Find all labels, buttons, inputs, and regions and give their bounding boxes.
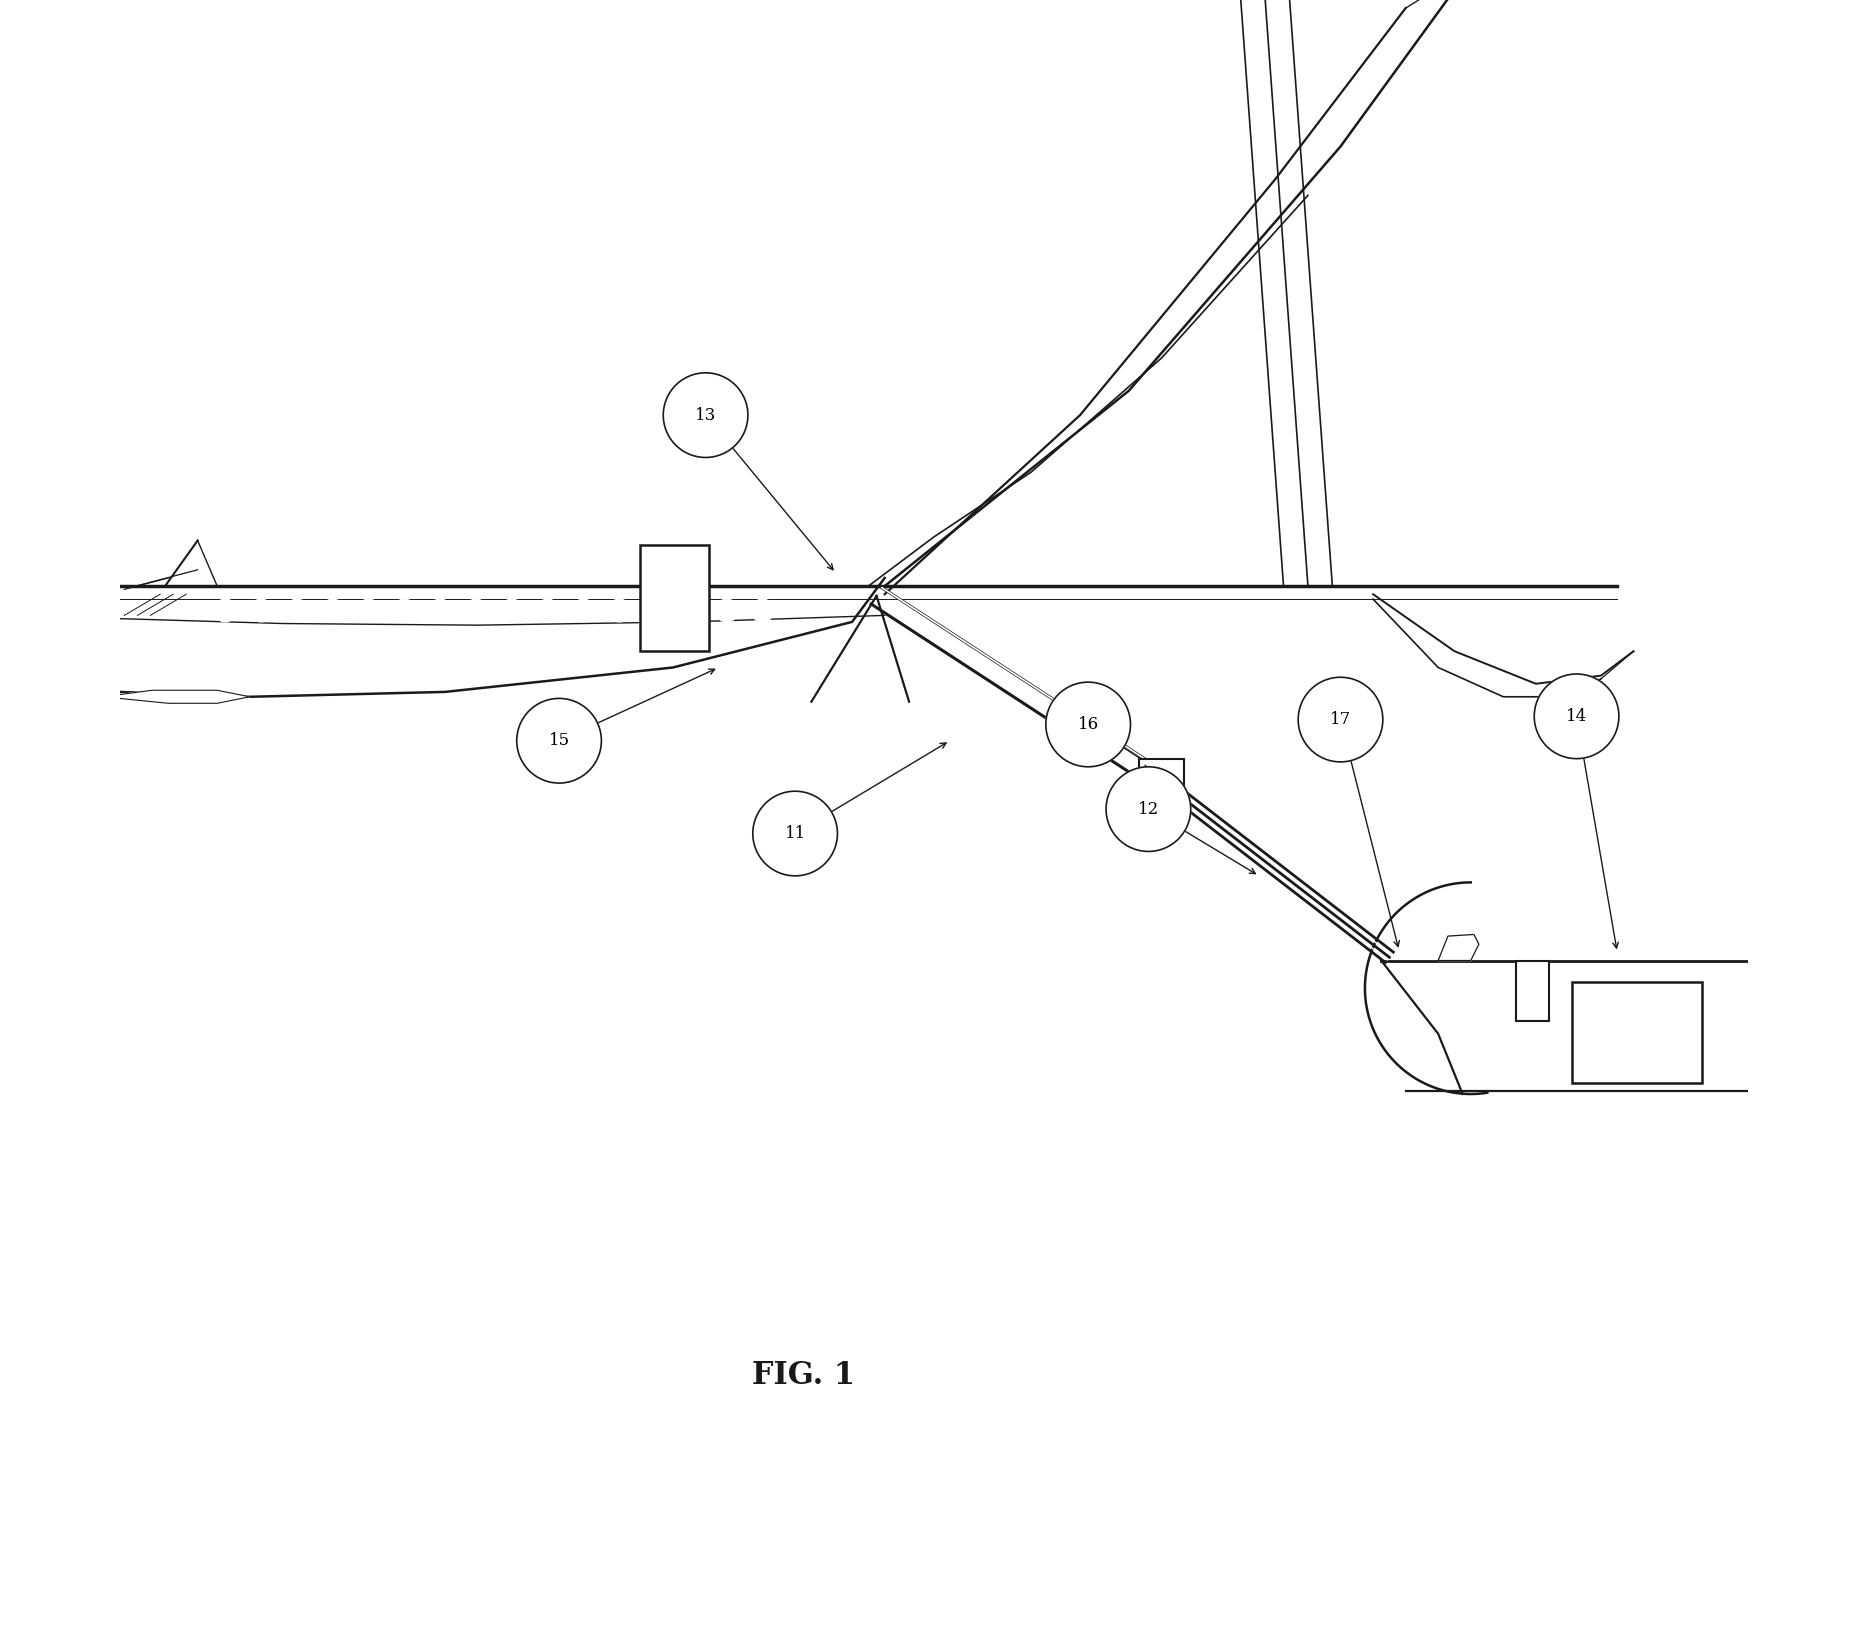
Circle shape [500, 599, 523, 622]
Circle shape [321, 599, 344, 622]
FancyBboxPatch shape [1139, 759, 1184, 804]
Circle shape [752, 791, 838, 876]
FancyBboxPatch shape [1516, 961, 1550, 1021]
Circle shape [429, 599, 452, 622]
Circle shape [680, 599, 702, 622]
FancyBboxPatch shape [640, 545, 709, 651]
Circle shape [1566, 977, 1587, 996]
Circle shape [1596, 977, 1615, 996]
Circle shape [644, 599, 667, 622]
Text: 15: 15 [549, 733, 569, 749]
Text: 12: 12 [1137, 801, 1159, 817]
Circle shape [357, 599, 381, 622]
Text: 16: 16 [1077, 716, 1098, 733]
Text: FIG. 1: FIG. 1 [752, 1359, 855, 1392]
Text: 17: 17 [1329, 711, 1352, 728]
Circle shape [1714, 977, 1733, 996]
Circle shape [394, 599, 416, 622]
Circle shape [286, 599, 308, 622]
Circle shape [250, 599, 273, 622]
Circle shape [1772, 977, 1792, 996]
Circle shape [571, 599, 596, 622]
Circle shape [715, 599, 737, 622]
Circle shape [517, 698, 601, 783]
Circle shape [609, 599, 631, 622]
Circle shape [1535, 674, 1619, 759]
Circle shape [215, 599, 237, 622]
Circle shape [1684, 977, 1703, 996]
Circle shape [1742, 977, 1762, 996]
Text: 13: 13 [695, 407, 717, 423]
Polygon shape [103, 690, 250, 703]
Circle shape [465, 599, 487, 622]
Circle shape [663, 373, 749, 457]
Circle shape [1654, 977, 1675, 996]
Circle shape [536, 599, 558, 622]
Circle shape [1298, 677, 1383, 762]
Circle shape [1105, 767, 1191, 851]
Text: 14: 14 [1566, 708, 1587, 724]
Text: 11: 11 [784, 825, 807, 842]
Circle shape [1626, 977, 1645, 996]
Polygon shape [1438, 934, 1479, 961]
Circle shape [751, 599, 775, 622]
FancyBboxPatch shape [1572, 982, 1703, 1083]
Circle shape [1046, 682, 1131, 767]
